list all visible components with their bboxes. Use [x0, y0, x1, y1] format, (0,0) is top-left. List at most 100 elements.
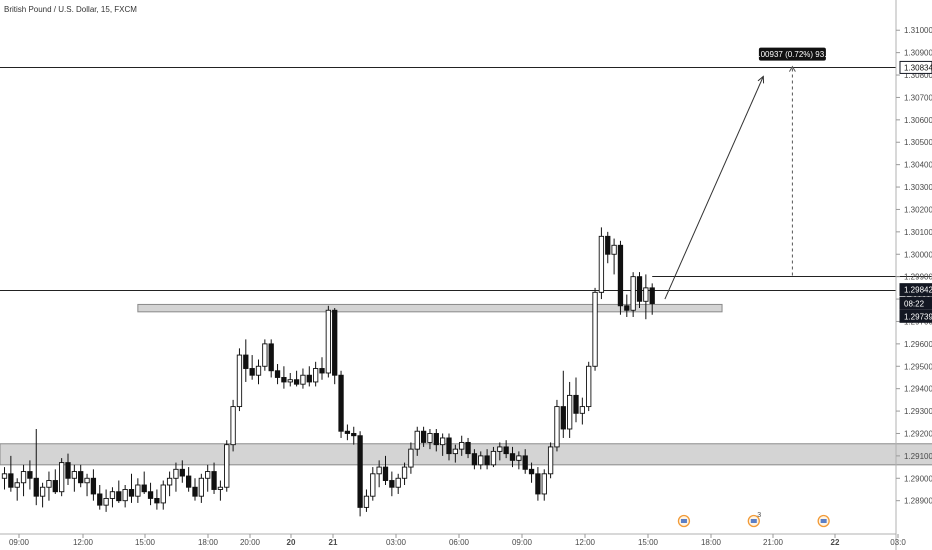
time-axis[interactable]: 09:00 12:00 15:00 18:00 20:00 20 21 03:00 06:00 0…: [9, 534, 906, 547]
candle-body: [471, 453, 478, 466]
candle: [509, 446, 516, 468]
candle: [236, 348, 243, 412]
candle: [605, 231, 611, 264]
candle-body: [166, 477, 173, 486]
candle: [592, 287, 598, 371]
candle-body: [306, 374, 312, 383]
candle: [262, 339, 268, 371]
candle: [484, 449, 490, 470]
candle-body: [262, 343, 268, 367]
candle-body: [255, 365, 262, 376]
candle-body: [185, 475, 192, 488]
projection-arrow-head: [757, 75, 765, 84]
candle: [408, 442, 414, 474]
candle-body: [78, 471, 84, 484]
candle: [427, 428, 433, 450]
flag-icon: [750, 519, 757, 523]
candle-body: [109, 491, 116, 499]
candle-body: [249, 368, 255, 376]
candle: [611, 238, 617, 275]
candle: [128, 473, 135, 503]
candle: [173, 462, 179, 492]
candle-body: [1, 473, 8, 479]
candle-body: [535, 473, 541, 495]
candle-body: [14, 482, 20, 488]
candle-body: [217, 486, 224, 490]
candle: [217, 480, 224, 501]
candle-body: [230, 406, 236, 446]
candle: [97, 484, 103, 510]
candle-body: [541, 473, 547, 495]
y-tick-label: 1.29000: [904, 474, 932, 483]
y-tick-label: 1.30900: [904, 49, 932, 58]
candle: [503, 440, 509, 459]
candle: [274, 364, 281, 385]
candle: [319, 357, 325, 380]
candle-body: [420, 430, 427, 443]
candle: [65, 453, 71, 485]
candle-body: [338, 374, 344, 432]
candle: [325, 305, 331, 378]
y-tick-label: 1.29600: [904, 340, 932, 349]
candle: [198, 473, 204, 503]
candle-body: [103, 497, 109, 506]
candle-body: [116, 491, 122, 502]
candle: [586, 361, 592, 412]
candle: [205, 464, 211, 492]
price-tag-box: [899, 283, 932, 297]
candle: [535, 467, 541, 501]
candle: [71, 464, 78, 492]
candle: [522, 449, 528, 474]
candle: [567, 381, 573, 438]
candle-body: [547, 446, 554, 475]
candle: [84, 473, 90, 497]
candle: [579, 397, 586, 425]
price-tag-label: 1.29842: [904, 286, 932, 295]
flag-icon: [680, 519, 687, 523]
candle: [617, 240, 624, 315]
candle: [122, 484, 128, 508]
candle-body: [154, 497, 160, 504]
price-tag-box: [899, 60, 932, 74]
y-tick-label: 1.30500: [904, 138, 932, 147]
candle-body: [376, 466, 382, 475]
candle-body: [198, 477, 204, 497]
candle-body: [382, 466, 389, 481]
candle-body: [52, 480, 58, 493]
candle-body: [389, 480, 395, 488]
x-tick-label: 20: [287, 538, 296, 547]
candle: [459, 435, 465, 456]
y-tick-label: 1.30800: [904, 71, 932, 80]
projection-arrow-line: [664, 76, 764, 300]
candle-body: [160, 484, 166, 504]
candle-body: [135, 484, 141, 497]
candle-body: [211, 471, 217, 490]
price-tag-label: 1.30834: [904, 63, 932, 72]
y-tick-label: 1.30700: [904, 93, 932, 102]
x-tick-label: 22: [831, 538, 840, 547]
candle-body: [452, 448, 458, 455]
candle: [224, 440, 230, 492]
candle-body: [90, 477, 97, 495]
candle-body: [344, 430, 351, 434]
chart-title: British Pound / U.S. Dollar, 15, FXCM: [4, 5, 137, 14]
candle-body: [446, 437, 452, 455]
candle: [306, 366, 312, 387]
y-tick-label: 1.29500: [904, 362, 932, 371]
candle-body: [141, 484, 147, 493]
candle-body: [20, 471, 27, 484]
candle-body: [567, 394, 573, 430]
candle-body: [427, 433, 433, 443]
candle: [33, 428, 39, 506]
candle-body: [630, 276, 636, 311]
candle-body: [33, 477, 39, 497]
candle: [135, 478, 141, 503]
lines-layer: [0, 67, 896, 291]
y-tick-label: 1.28900: [904, 497, 932, 506]
zone-rectangle-1: [137, 303, 723, 313]
candle-body: [522, 455, 528, 470]
candle-body: [370, 473, 376, 497]
x-tick-label: 03:00: [386, 538, 407, 547]
candle-body: [97, 493, 103, 506]
